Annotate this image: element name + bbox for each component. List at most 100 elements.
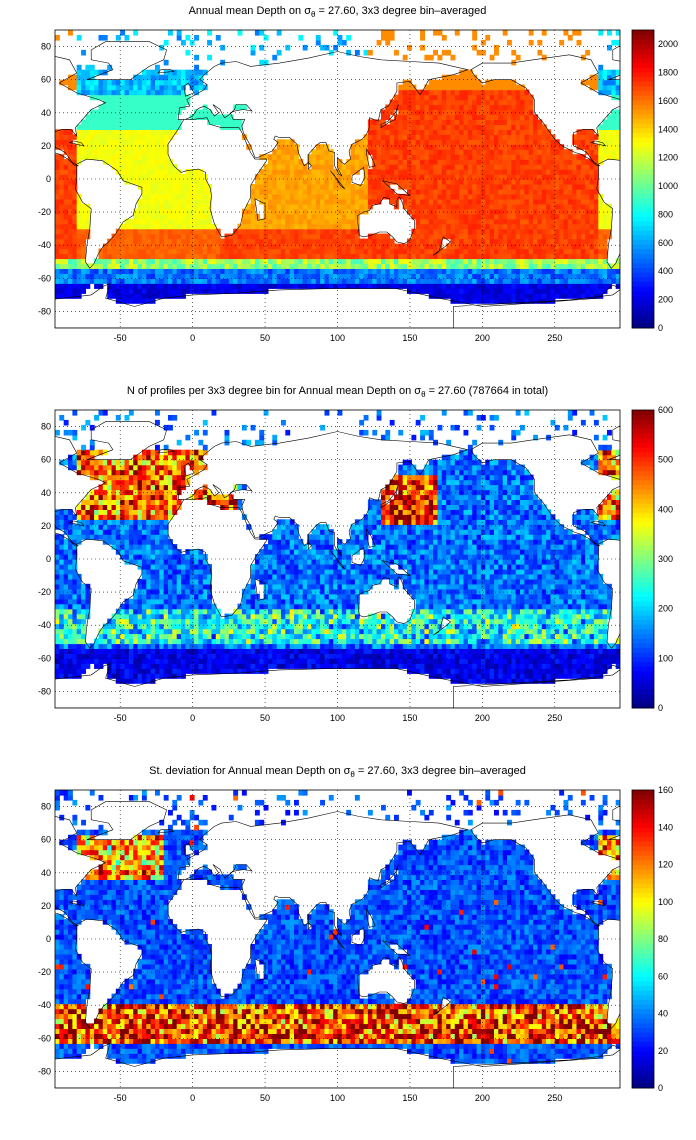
bin-cell — [137, 149, 143, 155]
bin-cell — [224, 258, 230, 265]
bin-cell — [163, 208, 169, 215]
bin-cell — [163, 283, 169, 289]
bin-cell — [502, 223, 508, 230]
bin-cell — [580, 258, 586, 265]
bin-cell — [115, 494, 121, 500]
bin-cell — [59, 643, 65, 649]
bin-cell — [189, 253, 195, 260]
bin-cell — [572, 248, 578, 255]
bin-cell — [150, 89, 156, 96]
bin-cell — [424, 233, 430, 240]
bin-cell — [102, 268, 108, 274]
bin-cell — [424, 193, 430, 200]
bin-cell — [163, 139, 169, 145]
bin-cell — [285, 268, 291, 274]
bin-cell — [398, 243, 404, 250]
bin-cell — [611, 79, 617, 86]
bin-cell — [289, 208, 295, 215]
bin-cell — [176, 293, 182, 299]
bin-cell — [107, 534, 113, 540]
bin-cell — [185, 69, 191, 76]
bin-cell — [559, 238, 565, 245]
bin-cell — [367, 278, 373, 284]
bin-cell — [559, 288, 565, 294]
bin-cell — [59, 268, 65, 274]
bin-cell — [89, 144, 95, 150]
bin-cell — [437, 203, 443, 210]
bin-cell — [615, 79, 620, 86]
bin-cell — [163, 248, 169, 255]
bin-cell — [585, 79, 591, 86]
bin-cell — [520, 89, 525, 96]
bin-cell — [489, 114, 495, 120]
bin-cell — [446, 129, 452, 135]
colorbar-segment — [632, 146, 654, 152]
bin-cell — [424, 288, 430, 294]
bin-cell — [68, 169, 73, 175]
bin-cell — [63, 139, 69, 145]
bin-cell — [124, 94, 130, 101]
bin-cell — [115, 673, 121, 679]
bin-cell — [294, 243, 299, 250]
bin-cell — [98, 139, 104, 145]
bin-cell — [350, 184, 356, 190]
bin-cell — [541, 193, 547, 200]
bin-cell — [315, 169, 321, 175]
bin-cell — [72, 464, 78, 471]
bin-cell — [59, 184, 65, 190]
bin-cell — [55, 144, 60, 150]
bin-cell — [363, 243, 369, 250]
bin-cell — [589, 154, 595, 160]
bin-cell — [598, 144, 604, 150]
bin-cell — [115, 94, 121, 101]
bin-cell — [472, 174, 478, 180]
bin-cell — [176, 188, 182, 195]
bin-cell — [394, 263, 399, 269]
bin-cell — [68, 539, 73, 545]
bin-cell — [598, 208, 604, 215]
bin-cell — [476, 198, 482, 205]
bin-cell — [98, 248, 104, 255]
bin-cell — [494, 44, 499, 51]
colorbar-segment — [632, 211, 654, 217]
bin-cell — [207, 119, 212, 125]
bin-cell — [385, 184, 391, 190]
bin-cell — [185, 184, 191, 190]
bin-cell — [376, 154, 382, 160]
bin-cell — [72, 588, 78, 595]
bin-cell — [120, 273, 126, 279]
bin-cell — [68, 174, 73, 180]
bin-cell — [85, 499, 91, 505]
bin-cell — [589, 174, 595, 180]
colorbar-segment — [632, 272, 654, 278]
bin-cell — [202, 188, 208, 195]
bin-cell — [411, 94, 417, 101]
bin-cell — [541, 198, 547, 205]
bin-cell — [480, 253, 486, 260]
bin-cell — [428, 99, 434, 106]
bin-cell — [459, 164, 465, 170]
bin-cell — [163, 164, 169, 170]
bin-cell — [550, 164, 556, 170]
bin-cell — [394, 134, 399, 140]
bin-cell — [137, 169, 143, 175]
bin-cell — [285, 44, 291, 51]
bin-cell — [59, 159, 65, 165]
bin-cell — [68, 30, 73, 36]
bin-cell — [563, 164, 569, 170]
bin-cell — [272, 278, 278, 284]
bin-cell — [115, 638, 121, 645]
bin-cell — [168, 213, 173, 220]
bin-cell — [302, 218, 308, 225]
bin-cell — [502, 273, 508, 279]
bin-cell — [155, 218, 160, 225]
bin-cell — [98, 109, 104, 116]
bin-cell — [289, 203, 295, 210]
bin-cell — [467, 144, 473, 150]
bin-cell — [567, 288, 573, 294]
bin-cell — [124, 293, 130, 299]
bin-cell — [485, 293, 491, 299]
bin-cell — [515, 114, 521, 120]
bin-cell — [63, 179, 69, 185]
bin-cell — [168, 228, 173, 235]
